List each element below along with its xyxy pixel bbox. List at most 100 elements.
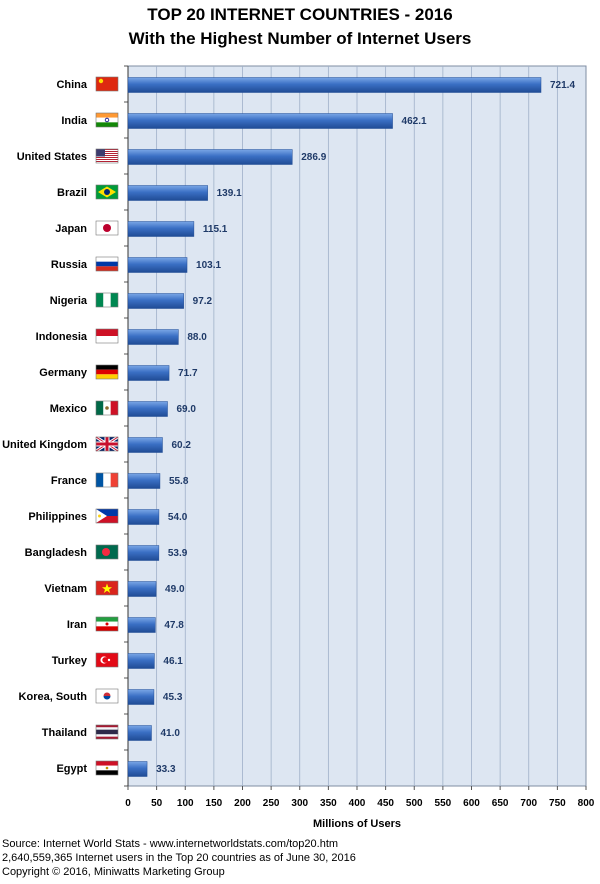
value-label: 53.9 xyxy=(168,548,188,559)
category-label: United Kingdom xyxy=(2,439,87,451)
chart-subtitle: With the Highest Number of Internet User… xyxy=(129,29,472,48)
bar xyxy=(127,365,170,381)
bar xyxy=(127,77,542,93)
bar xyxy=(127,221,195,237)
category-label: Russia xyxy=(51,259,88,271)
bar xyxy=(127,581,157,597)
category-label: France xyxy=(51,475,87,487)
x-tick-label: 800 xyxy=(578,798,595,809)
chart-title: TOP 20 INTERNET COUNTRIES - 2016 xyxy=(147,5,452,24)
category-label: Korea, South xyxy=(19,691,88,703)
value-label: 41.0 xyxy=(160,728,180,739)
vietnam-flag-icon xyxy=(95,580,119,596)
x-tick-label: 600 xyxy=(463,798,480,809)
x-tick-label: 150 xyxy=(206,798,223,809)
united-kingdom-flag-icon xyxy=(95,435,119,453)
category-label: United States xyxy=(17,151,87,163)
category-label: China xyxy=(56,79,87,91)
china-flag-icon xyxy=(95,76,119,92)
turkey-flag-icon xyxy=(95,652,119,668)
value-label: 69.0 xyxy=(177,404,197,415)
bar xyxy=(127,113,393,129)
value-label: 55.8 xyxy=(169,476,189,487)
category-label: Iran xyxy=(67,619,87,631)
korea-south-flag-icon xyxy=(95,688,119,704)
category-label: Indonesia xyxy=(36,331,88,343)
egypt-flag-icon xyxy=(95,760,119,776)
category-label: Turkey xyxy=(52,655,88,667)
x-tick-label: 550 xyxy=(435,798,452,809)
x-tick-label: 400 xyxy=(349,798,366,809)
bar xyxy=(127,473,161,489)
x-tick-label: 300 xyxy=(291,798,308,809)
value-label: 103.1 xyxy=(196,260,221,271)
value-label: 45.3 xyxy=(163,692,183,703)
x-tick-label: 350 xyxy=(320,798,337,809)
value-label: 60.2 xyxy=(171,440,191,451)
x-tick-label: 500 xyxy=(406,798,423,809)
value-label: 115.1 xyxy=(203,224,228,235)
value-label: 33.3 xyxy=(156,764,176,775)
value-label: 286.9 xyxy=(301,152,326,163)
category-label: Mexico xyxy=(50,403,88,415)
category-label: Japan xyxy=(55,223,87,235)
bar xyxy=(127,293,184,309)
x-tick-label: 0 xyxy=(125,798,131,809)
value-label: 47.8 xyxy=(164,620,184,631)
x-axis-label: Millions of Users xyxy=(313,818,401,830)
category-label: Philippines xyxy=(28,511,87,523)
india-flag-icon xyxy=(95,112,119,128)
category-label: Brazil xyxy=(57,187,87,199)
bar xyxy=(127,329,179,345)
philippines-flag-icon xyxy=(95,508,119,524)
russia-flag-icon xyxy=(95,256,119,272)
iran-flag-icon xyxy=(95,616,119,632)
value-label: 49.0 xyxy=(165,584,185,595)
thailand-flag-icon xyxy=(95,724,119,740)
x-tick-label: 50 xyxy=(151,798,163,809)
value-label: 54.0 xyxy=(168,512,188,523)
mexico-flag-icon xyxy=(95,400,119,416)
bar xyxy=(127,617,156,633)
x-tick-label: 700 xyxy=(520,798,537,809)
germany-flag-icon xyxy=(95,364,119,380)
value-label: 46.1 xyxy=(163,656,183,667)
x-tick-label: 750 xyxy=(549,798,566,809)
category-label: Bangladesh xyxy=(25,547,88,559)
bar xyxy=(127,725,152,741)
value-label: 462.1 xyxy=(402,116,427,127)
category-label: India xyxy=(61,115,88,127)
bangladesh-flag-icon xyxy=(95,544,119,560)
value-label: 139.1 xyxy=(217,188,242,199)
bar xyxy=(127,149,293,165)
source-note: Source: Internet World Stats - www.inter… xyxy=(2,838,339,850)
bar xyxy=(127,689,155,705)
brazil-flag-icon xyxy=(95,184,119,200)
value-label: 97.2 xyxy=(193,296,213,307)
x-tick-label: 650 xyxy=(492,798,509,809)
value-label: 88.0 xyxy=(187,332,207,343)
bar xyxy=(127,437,163,453)
bar xyxy=(127,653,155,669)
users-total-note: 2,640,559,365 Internet users in the Top … xyxy=(2,852,356,864)
bar xyxy=(127,185,208,201)
bar xyxy=(127,257,188,273)
bar xyxy=(127,401,168,417)
bar xyxy=(127,509,160,525)
bar xyxy=(127,545,160,561)
category-label: Thailand xyxy=(42,727,87,739)
x-tick-label: 250 xyxy=(263,798,280,809)
category-label: Egypt xyxy=(56,763,87,775)
x-tick-label: 450 xyxy=(377,798,394,809)
indonesia-flag-icon xyxy=(95,328,119,344)
x-tick-label: 200 xyxy=(234,798,251,809)
nigeria-flag-icon xyxy=(95,292,119,308)
copyright-note: Copyright © 2016, Miniwatts Marketing Gr… xyxy=(2,866,225,878)
category-label: Nigeria xyxy=(50,295,88,307)
japan-flag-icon xyxy=(95,220,119,236)
value-label: 721.4 xyxy=(550,80,575,91)
value-label: 71.7 xyxy=(178,368,198,379)
category-label: Germany xyxy=(39,367,88,379)
united-states-flag-icon xyxy=(95,148,119,164)
